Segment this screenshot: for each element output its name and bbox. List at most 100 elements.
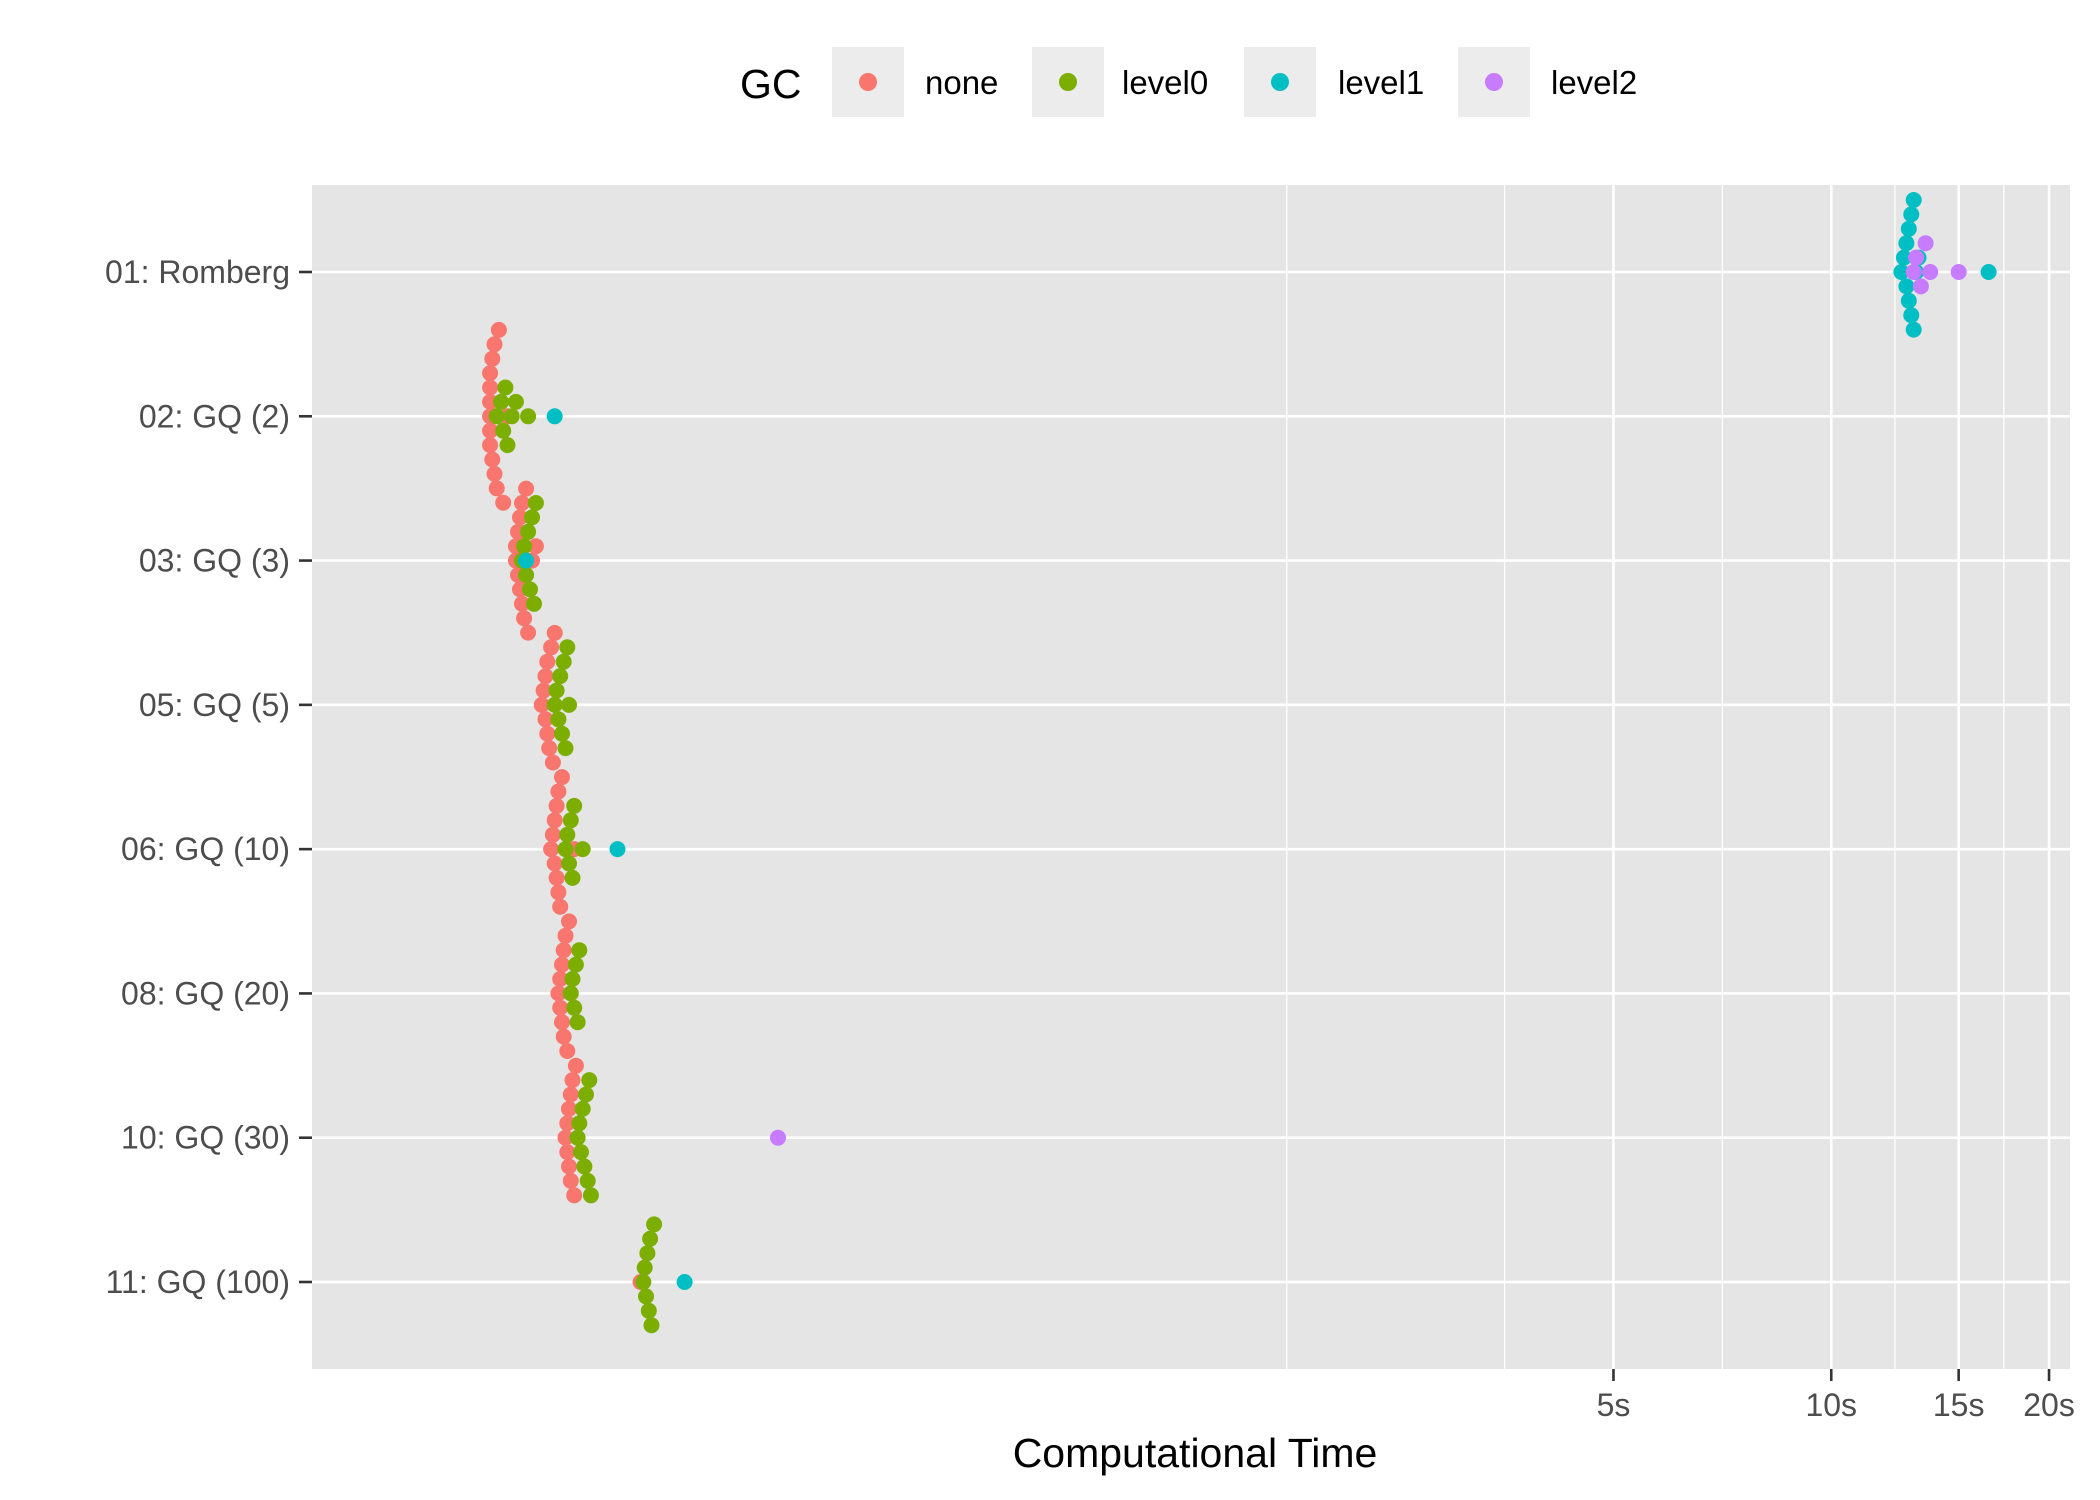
point-level0	[526, 595, 542, 612]
point-none	[554, 769, 570, 786]
point-level2	[1917, 235, 1934, 252]
point-level1	[1905, 192, 1922, 208]
x-tick-label: 20s	[2023, 1387, 2075, 1423]
point-none	[557, 927, 574, 944]
point-level0	[638, 1288, 654, 1305]
legend-dot-level1	[1271, 73, 1289, 91]
point-level0	[522, 581, 538, 598]
point-none	[555, 942, 572, 959]
point-none	[482, 393, 499, 410]
point-level1	[546, 408, 563, 425]
point-none	[482, 365, 499, 382]
point-level1	[518, 552, 535, 569]
point-level0	[579, 1172, 596, 1189]
point-none	[552, 999, 569, 1016]
legend-label-level1: level1	[1338, 64, 1424, 101]
point-level1	[1893, 264, 1910, 280]
point-none	[562, 1086, 579, 1103]
point-none	[495, 494, 512, 511]
point-level0	[497, 379, 514, 396]
point-level0	[574, 841, 591, 858]
point-none	[559, 1115, 576, 1132]
x-tick-label: 5s	[1597, 1387, 1631, 1423]
point-none	[559, 1043, 576, 1059]
point-level0	[562, 985, 579, 1002]
point-none	[555, 1028, 572, 1045]
point-level0	[554, 725, 570, 742]
point-none	[520, 624, 537, 641]
point-none	[518, 480, 535, 497]
point-none	[482, 422, 499, 439]
point-level1	[1903, 206, 1920, 223]
point-none	[512, 509, 528, 526]
point-level1	[1905, 321, 1922, 338]
point-level2	[770, 1129, 786, 1146]
point-level0	[527, 495, 544, 511]
point-none	[533, 696, 550, 713]
point-none	[566, 1187, 583, 1204]
x-tick-label: 15s	[1933, 1387, 1985, 1423]
point-none	[535, 682, 552, 699]
point-none	[557, 1129, 574, 1146]
point-level0	[578, 1086, 594, 1103]
point-none	[490, 321, 507, 338]
point-level2	[1908, 249, 1925, 266]
point-level2	[1912, 278, 1929, 295]
point-level0	[576, 1158, 593, 1175]
point-level0	[640, 1302, 657, 1319]
point-level0	[561, 696, 577, 713]
point-level0	[635, 1274, 652, 1290]
point-none	[562, 1172, 579, 1189]
point-level0	[520, 408, 537, 425]
point-level2	[1950, 264, 1967, 280]
legend: GC none level0 level1 level2	[740, 47, 1637, 117]
point-level0	[559, 826, 576, 843]
point-level0	[557, 841, 574, 858]
point-none	[486, 465, 503, 482]
point-level0	[573, 1144, 589, 1161]
x-tick-label: 10s	[1805, 1387, 1857, 1423]
point-level0	[564, 971, 581, 987]
point-level0	[548, 682, 565, 699]
point-level1	[1895, 249, 1912, 266]
point-none	[514, 495, 530, 511]
point-none	[546, 812, 563, 829]
point-none	[561, 1158, 577, 1175]
point-level0	[495, 422, 512, 439]
y-tick-label: 01: Romberg	[105, 254, 290, 290]
point-level2	[1905, 264, 1922, 280]
point-level0	[507, 393, 524, 410]
point-level0	[516, 538, 533, 555]
point-none	[567, 1057, 584, 1074]
grid-lines	[312, 185, 2070, 1369]
point-level2	[1922, 264, 1939, 280]
point-level0	[555, 653, 572, 670]
point-level0	[550, 711, 567, 728]
point-none	[546, 624, 563, 641]
point-level1	[1900, 220, 1917, 237]
point-none	[537, 668, 554, 685]
point-level0	[642, 1230, 659, 1247]
point-level0	[646, 1216, 663, 1233]
point-level0	[581, 1072, 598, 1089]
point-level0	[571, 942, 588, 959]
point-level0	[567, 956, 584, 973]
legend-dot-level2	[1485, 73, 1503, 91]
point-level0	[566, 999, 583, 1016]
point-none	[561, 913, 577, 930]
point-none	[561, 1100, 577, 1117]
point-none	[544, 754, 561, 771]
point-level0	[503, 408, 520, 425]
point-none	[541, 740, 558, 757]
legend-title: GC	[740, 61, 802, 107]
point-level0	[546, 696, 563, 713]
point-none	[539, 725, 556, 742]
point-none	[564, 1072, 581, 1089]
legend-dot-level0	[1059, 73, 1077, 91]
point-none	[544, 826, 561, 843]
point-level1	[676, 1274, 693, 1290]
point-none	[550, 783, 567, 800]
y-tick-label: 06: GQ (10)	[121, 831, 290, 867]
point-none	[554, 956, 570, 973]
